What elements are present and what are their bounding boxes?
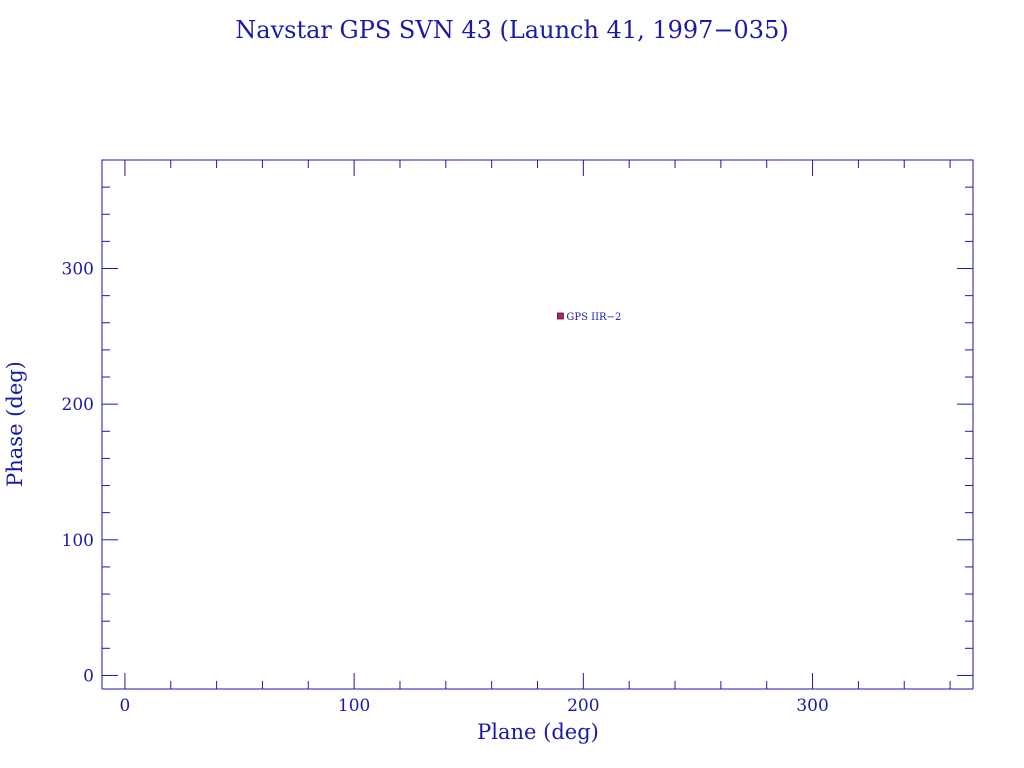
plot-frame: [101, 159, 974, 690]
x-tick-label: 300: [796, 696, 828, 716]
y-tick-label: 300: [62, 260, 94, 280]
data-points: GPS IIR−2: [557, 312, 621, 323]
x-axis-label: Plane (deg): [477, 720, 599, 744]
data-point-label: GPS IIR−2: [566, 312, 621, 323]
axis-tick-labels: 0 100 200 300 0 100 200 300: [62, 260, 829, 716]
x-tick-label: 0: [120, 696, 131, 716]
data-point-marker: [557, 312, 564, 320]
y-tick-label: 0: [83, 666, 94, 686]
y-axis-label: Phase (deg): [3, 361, 27, 487]
chart-title: Navstar GPS SVN 43 (Launch 41, 1997−035): [235, 16, 788, 44]
x-tick-label: 100: [338, 696, 370, 716]
y-tick-label: 200: [62, 395, 94, 415]
axis-ticks: [102, 159, 973, 689]
x-tick-label: 200: [567, 696, 599, 716]
y-tick-label: 100: [62, 531, 94, 551]
